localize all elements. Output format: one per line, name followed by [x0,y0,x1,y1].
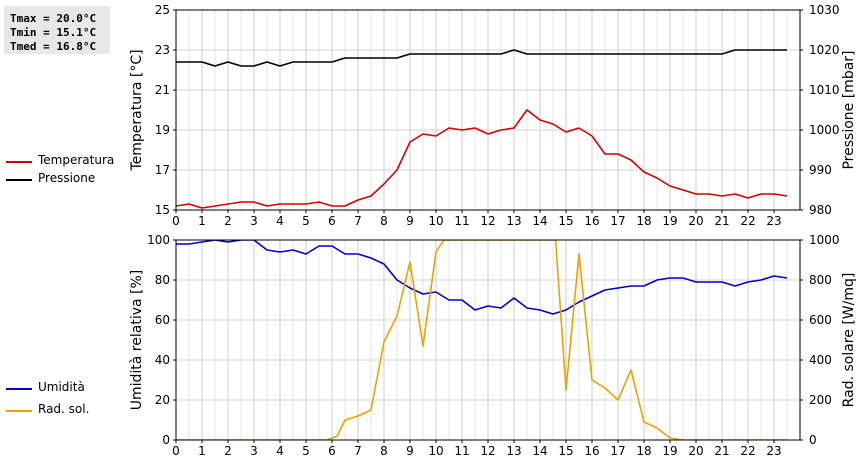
x-tick-label: 23 [766,214,781,228]
x-tick-label: 18 [636,444,651,458]
x-tick-label: 19 [662,444,677,458]
x-tick-label: 17 [610,444,625,458]
y-tick-label: 0 [162,433,170,447]
y-axis-title: Temperatura [°C] [129,49,145,171]
stat-tmax: Tmax = 20.0°C [10,12,97,25]
y-tick-label: 19 [155,123,170,137]
x-tick-label: 6 [328,444,336,458]
x-tick-label: 6 [328,214,336,228]
x-tick-label: 12 [480,214,495,228]
x-tick-label: 9 [406,444,414,458]
y-tick-label: 25 [155,3,170,17]
x-tick-label: 22 [740,214,755,228]
legend-label-umidita: Umidità [38,380,85,394]
x-tick-label: 13 [506,214,521,228]
x-tick-label: 18 [636,214,651,228]
y2-tick-label: 600 [809,313,832,327]
y-tick-label: 21 [155,83,170,97]
x-tick-label: 4 [276,444,284,458]
y2-tick-label: 980 [809,203,832,217]
y2-tick-label: 1000 [809,233,840,247]
y2-tick-label: 800 [809,273,832,287]
y2-tick-label: 1000 [809,123,840,137]
x-tick-label: 14 [532,214,547,228]
x-tick-label: 19 [662,214,677,228]
legend-swatch-temperatura [6,161,32,163]
stat-tmin: Tmin = 15.1°C [10,26,97,39]
legend-label-radsol: Rad. sol. [38,402,90,416]
x-tick-label: 5 [302,214,310,228]
x-tick-label: 0 [172,444,180,458]
y2-axis-title: Rad. solare [W/mq] [841,273,857,408]
x-tick-label: 15 [558,444,573,458]
y-tick-label: 100 [147,233,170,247]
legend-swatch-radsol [6,410,32,412]
x-tick-label: 11 [454,444,469,458]
x-tick-label: 16 [584,444,599,458]
x-tick-label: 1 [198,214,206,228]
legend-swatch-pressione [6,179,32,181]
y2-tick-label: 0 [809,433,817,447]
y2-tick-label: 1030 [809,3,840,17]
x-tick-label: 5 [302,444,310,458]
x-tick-label: 4 [276,214,284,228]
x-tick-label: 13 [506,444,521,458]
x-tick-label: 22 [740,444,755,458]
series-line-temperatura [176,109,788,209]
x-tick-label: 9 [406,214,414,228]
stat-tmed: Tmed = 16.8°C [10,40,97,53]
x-tick-label: 15 [558,214,573,228]
x-tick-label: 21 [714,214,729,228]
y-tick-label: 60 [155,313,170,327]
x-tick-label: 17 [610,214,625,228]
x-tick-label: 7 [354,444,362,458]
y2-tick-label: 1020 [809,43,840,57]
x-tick-label: 3 [250,214,258,228]
x-tick-label: 3 [250,444,258,458]
x-tick-label: 23 [766,444,781,458]
y-axis-title: Umidità relativa [%] [129,270,145,411]
x-tick-label: 21 [714,444,729,458]
x-tick-label: 10 [428,444,443,458]
y2-axis-title: Pressione [mbar] [841,50,857,169]
y2-tick-label: 990 [809,163,832,177]
y2-tick-label: 400 [809,353,832,367]
x-tick-label: 10 [428,214,443,228]
x-tick-label: 11 [454,214,469,228]
y-tick-label: 20 [155,393,170,407]
y-tick-label: 15 [155,203,170,217]
y-tick-label: 80 [155,273,170,287]
legend-label-temperatura: Temperatura [38,153,115,167]
series-line-rad-sol- [176,240,787,440]
x-tick-label: 14 [532,444,547,458]
x-tick-label: 2 [224,444,232,458]
x-tick-label: 0 [172,214,180,228]
y-tick-label: 23 [155,43,170,57]
series-line-pressione [176,49,787,67]
chart-panel-1: 0 1 2 3 4 5 6 7 8 9 10 11 12 13 14 15 16 17 18 19 20 21 22 2315… [129,3,857,228]
x-tick-label: 20 [688,444,703,458]
legend-label-pressione: Pressione [38,171,96,185]
y2-tick-label: 1010 [809,83,840,97]
x-tick-label: 20 [688,214,703,228]
stats-box: Tmax = 20.0°C Tmin = 15.1°C Tmed = 16.8°… [4,6,110,54]
chart-panel-2: 0 1 2 3 4 5 6 7 8 9 10 11 12 13 14 15 16 17 18 19 20 21 22 2302… [129,233,857,458]
y2-tick-label: 200 [809,393,832,407]
x-tick-label: 1 [198,444,206,458]
y-tick-label: 40 [155,353,170,367]
series-line-umidit- [176,240,788,315]
x-tick-label: 2 [224,214,232,228]
x-tick-label: 8 [380,444,388,458]
legend-swatch-umidita [6,388,32,390]
x-tick-label: 8 [380,214,388,228]
x-tick-label: 7 [354,214,362,228]
y-tick-label: 17 [155,163,170,177]
x-tick-label: 12 [480,444,495,458]
x-tick-label: 16 [584,214,599,228]
